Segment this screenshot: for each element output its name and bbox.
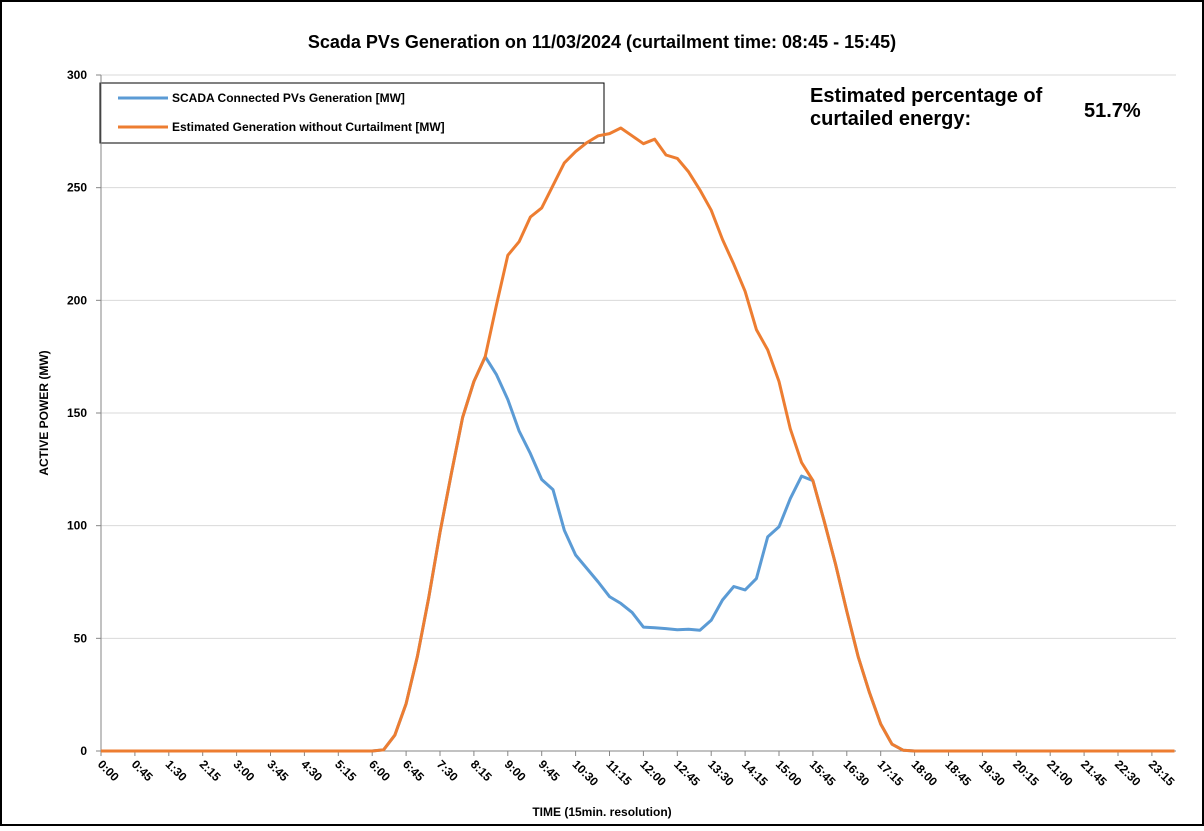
x-axis-label: TIME (15min. resolution) xyxy=(532,805,671,819)
y-tick-label: 300 xyxy=(67,68,87,82)
annotation: Estimated percentage of curtailed energy… xyxy=(810,85,1043,130)
legend-box xyxy=(99,82,605,144)
y-tick-label: 250 xyxy=(67,181,87,195)
series-line xyxy=(101,126,1175,753)
y-tick-label: 200 xyxy=(67,293,87,307)
annotation-value: 51.7% xyxy=(1084,100,1141,122)
legend-label: SCADA Connected PVs Generation [MW] xyxy=(172,91,405,105)
y-axis-label: ACTIVE POWER (MW) xyxy=(37,350,51,475)
y-tick-label: 150 xyxy=(67,406,87,420)
y-tick-label: 50 xyxy=(74,631,88,645)
y-tick-label: 0 xyxy=(80,744,87,758)
annotation-box: Estimated percentage of curtailed energy… xyxy=(810,85,1043,130)
legend-label: Estimated Generation without Curtailment… xyxy=(172,120,445,134)
chart-title: Scada PVs Generation on 11/03/2024 (curt… xyxy=(308,32,896,52)
y-tick-label: 100 xyxy=(67,519,87,533)
